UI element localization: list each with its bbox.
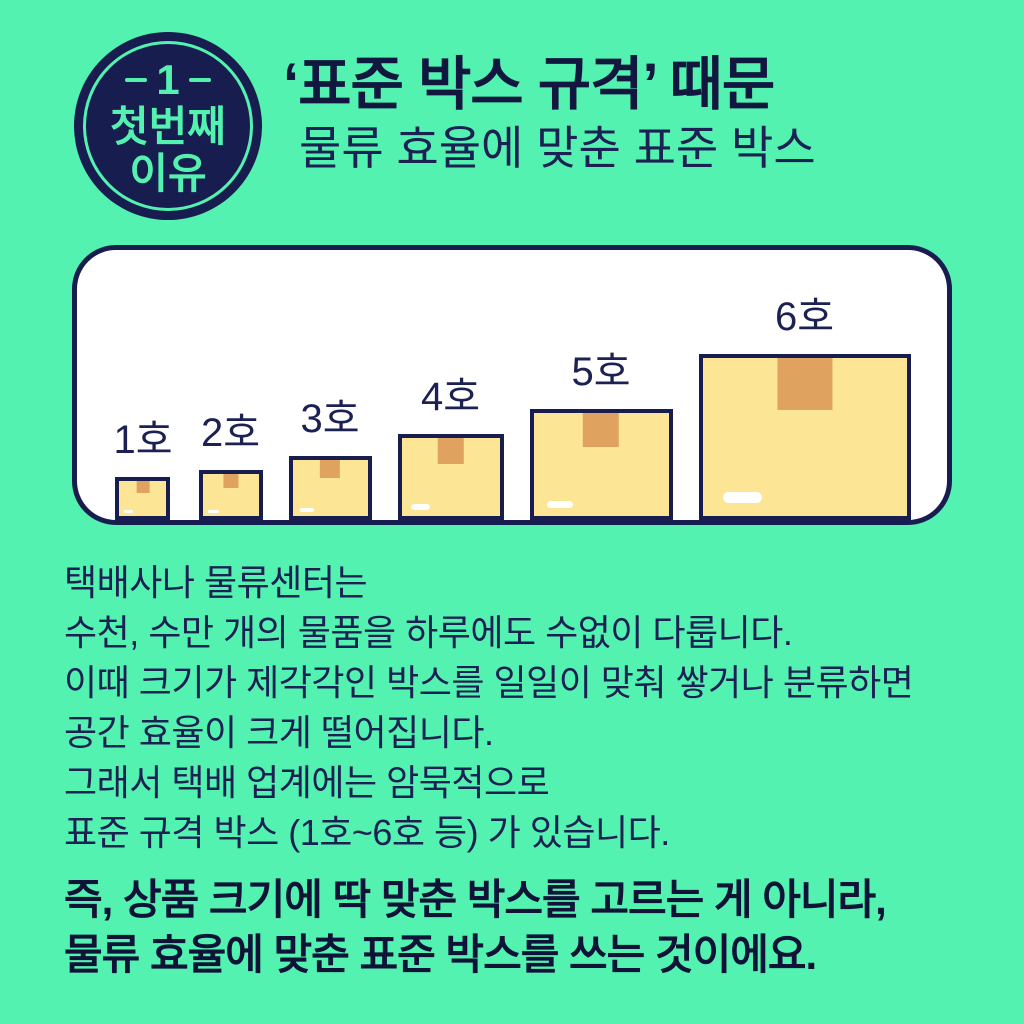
conclusion-line-2: 물류 효율에 맞춘 표준 박스를 쓰는 것이에요. bbox=[64, 931, 817, 978]
box-tape-5 bbox=[582, 413, 620, 447]
body-line-2: 수천, 수만 개의 물품을 하루에도 수없이 다룹니다. bbox=[64, 612, 793, 653]
body-line-3: 이때 크기가 제각각인 박스를 일일이 맞춰 쌓거나 분류하면 bbox=[64, 662, 914, 703]
body-line-5: 그래서 택배 업계에는 암묵적으로 bbox=[64, 762, 550, 803]
conclusion-paragraph: 즉, 상품 크기에 딱 맞춘 박스를 고르는 게 아니라, 물류 효율에 맞춘 … bbox=[64, 872, 887, 982]
box-label-6: 6호 bbox=[774, 295, 835, 339]
box-tape-3 bbox=[319, 460, 341, 479]
box-dash-2 bbox=[208, 509, 219, 513]
badge-label-line2: 이유 bbox=[129, 149, 207, 197]
box-label-5: 5호 bbox=[571, 350, 631, 394]
box-group-5: 5호 bbox=[529, 350, 673, 520]
box-dash-4 bbox=[411, 504, 430, 510]
box-illustration-5 bbox=[529, 409, 673, 520]
box-label-4: 4호 bbox=[420, 375, 481, 419]
reason-number-badge: 1 첫번째 이유 bbox=[74, 32, 262, 220]
box-label-3: 3호 bbox=[300, 397, 360, 441]
box-illustration-6 bbox=[698, 354, 911, 520]
badge-content: 1 첫번째 이유 bbox=[74, 32, 262, 220]
box-illustration-4 bbox=[397, 434, 504, 520]
box-dash-1 bbox=[124, 510, 134, 514]
box-group-1: 1호 bbox=[113, 418, 173, 520]
box-dash-3 bbox=[300, 507, 315, 512]
conclusion-line-1: 즉, 상품 크기에 딱 맞춘 박스를 고르는 게 아니라, bbox=[64, 876, 887, 923]
box-tape-1 bbox=[136, 481, 150, 493]
box-group-4: 4호 bbox=[397, 375, 504, 520]
box-tape-4 bbox=[437, 438, 464, 464]
badge-label-line1: 첫번째 bbox=[110, 102, 226, 150]
page-title: ‘표준 박스 규격’ 때문 bbox=[283, 52, 775, 117]
badge-right-dash bbox=[188, 77, 211, 82]
box-size-diagram-panel: 1호 2호 3호 4호 bbox=[72, 245, 952, 525]
header: ‘표준 박스 규격’ 때문 물류 효율에 맞춘 표준 박스 bbox=[283, 50, 816, 174]
boxes-row: 1호 2호 3호 4호 bbox=[77, 295, 947, 520]
badge-left-dash bbox=[125, 77, 148, 82]
box-illustration-1 bbox=[115, 477, 171, 520]
box-label-1: 1호 bbox=[113, 418, 173, 462]
box-tape-2 bbox=[222, 474, 239, 488]
box-illustration-2 bbox=[198, 470, 263, 520]
badge-number-row: 1 bbox=[125, 55, 211, 103]
box-group-6: 6호 bbox=[698, 295, 911, 520]
page-subtitle: 물류 효율에 맞춘 표준 박스 bbox=[299, 122, 816, 174]
box-group-3: 3호 bbox=[288, 397, 372, 520]
box-group-2: 2호 bbox=[198, 411, 263, 520]
body-line-4: 공간 효율이 크게 떨어집니다. bbox=[64, 712, 494, 753]
body-line-1: 택배사나 물류센터는 bbox=[64, 562, 368, 603]
body-line-6: 표준 규격 박스 (1호~6호 등) 가 있습니다. bbox=[64, 812, 670, 853]
box-tape-6 bbox=[776, 358, 833, 411]
box-illustration-3 bbox=[288, 456, 372, 520]
badge-number: 1 bbox=[156, 55, 180, 103]
box-label-2: 2호 bbox=[200, 411, 261, 455]
box-dash-6 bbox=[722, 492, 762, 504]
badge-inner-ring bbox=[83, 41, 253, 211]
box-dash-5 bbox=[547, 500, 573, 508]
body-paragraph: 택배사나 물류센터는 수천, 수만 개의 물품을 하루에도 수없이 다룹니다. … bbox=[64, 558, 914, 858]
